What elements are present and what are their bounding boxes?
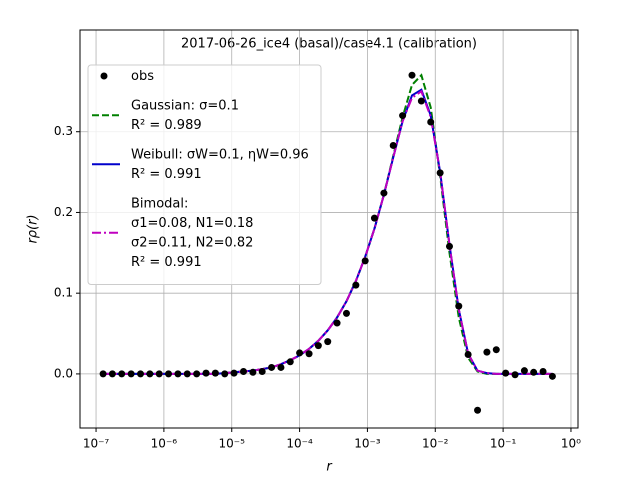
data-point bbox=[305, 350, 313, 358]
x-tick-label: 10⁻⁵ bbox=[219, 437, 246, 451]
data-point bbox=[399, 112, 407, 120]
y-tick-label: 0.3 bbox=[54, 124, 73, 138]
data-point bbox=[389, 141, 397, 149]
data-point bbox=[146, 370, 154, 378]
data-point bbox=[492, 346, 500, 354]
data-point bbox=[511, 371, 519, 379]
data-point bbox=[530, 368, 538, 376]
data-point bbox=[202, 369, 210, 377]
y-tick-label: 0.0 bbox=[54, 366, 73, 380]
data-point bbox=[277, 363, 285, 371]
x-tick-label: 10⁻⁷ bbox=[83, 437, 110, 451]
x-tick-label: 10⁻³ bbox=[354, 437, 381, 451]
data-point bbox=[333, 319, 341, 327]
x-tick-label: 10⁰ bbox=[561, 437, 581, 451]
data-point bbox=[370, 214, 378, 222]
legend-box bbox=[87, 64, 322, 285]
data-point bbox=[193, 370, 201, 378]
data-point bbox=[258, 367, 266, 375]
data-point bbox=[342, 309, 350, 317]
data-point bbox=[230, 369, 238, 377]
data-point bbox=[99, 370, 107, 378]
data-point bbox=[483, 348, 491, 356]
data-point bbox=[455, 302, 463, 310]
data-point bbox=[127, 370, 135, 378]
data-point bbox=[427, 118, 435, 126]
data-point bbox=[352, 281, 360, 289]
data-point bbox=[136, 370, 144, 378]
data-point bbox=[314, 342, 322, 350]
y-tick-label: 0.1 bbox=[54, 286, 73, 300]
legend-label: Gaussian: σ=0.1 R² = 0.989 bbox=[131, 98, 239, 133]
data-point bbox=[155, 370, 163, 378]
data-point bbox=[408, 71, 416, 79]
data-point bbox=[436, 169, 444, 177]
legend: obs Gaussian: σ=0.1 R² = 0.989 Weibull: σW=… bbox=[87, 64, 322, 285]
data-point bbox=[165, 370, 173, 378]
data-point bbox=[183, 370, 191, 378]
data-point bbox=[548, 372, 556, 380]
data-point bbox=[296, 349, 304, 357]
data-point bbox=[211, 369, 219, 377]
y-tick-label: 0.2 bbox=[54, 205, 73, 219]
data-point bbox=[539, 367, 547, 375]
data-point bbox=[268, 363, 276, 371]
data-point bbox=[286, 358, 294, 366]
data-point bbox=[174, 370, 182, 378]
x-axis-label: r bbox=[326, 460, 333, 475]
plot-frame bbox=[79, 29, 579, 429]
data-point bbox=[118, 370, 126, 378]
legend-label: Weibull: σW=0.1, ηW=0.96 R² = 0.991 bbox=[131, 147, 309, 182]
data-point bbox=[474, 406, 482, 414]
data-point bbox=[502, 369, 510, 377]
data-point bbox=[239, 367, 247, 375]
data-point bbox=[221, 370, 229, 378]
legend-label: obs bbox=[131, 69, 154, 84]
data-point bbox=[249, 368, 257, 376]
data-point bbox=[361, 257, 369, 265]
y-axis-label: rρ(r) bbox=[26, 214, 41, 243]
x-tick-label: 10⁻¹ bbox=[490, 437, 517, 451]
data-point bbox=[324, 338, 332, 346]
data-point bbox=[380, 189, 388, 197]
legend-label: Bimodal: σ1=0.08, N1=0.18 σ2=0.11, N2=0.82… bbox=[131, 196, 253, 270]
data-point bbox=[445, 242, 453, 250]
chart-title: 2017-06-26_ice4 (basal)/case4.1 (calibra… bbox=[181, 37, 477, 52]
x-tick-label: 10⁻⁴ bbox=[286, 437, 313, 451]
legend-marker bbox=[100, 72, 108, 80]
data-point bbox=[417, 97, 425, 105]
x-tick-label: 10⁻⁶ bbox=[151, 437, 178, 451]
x-tick-label: 10⁻² bbox=[422, 437, 449, 451]
data-point bbox=[464, 351, 472, 359]
data-point bbox=[520, 367, 528, 375]
data-point bbox=[108, 370, 116, 378]
